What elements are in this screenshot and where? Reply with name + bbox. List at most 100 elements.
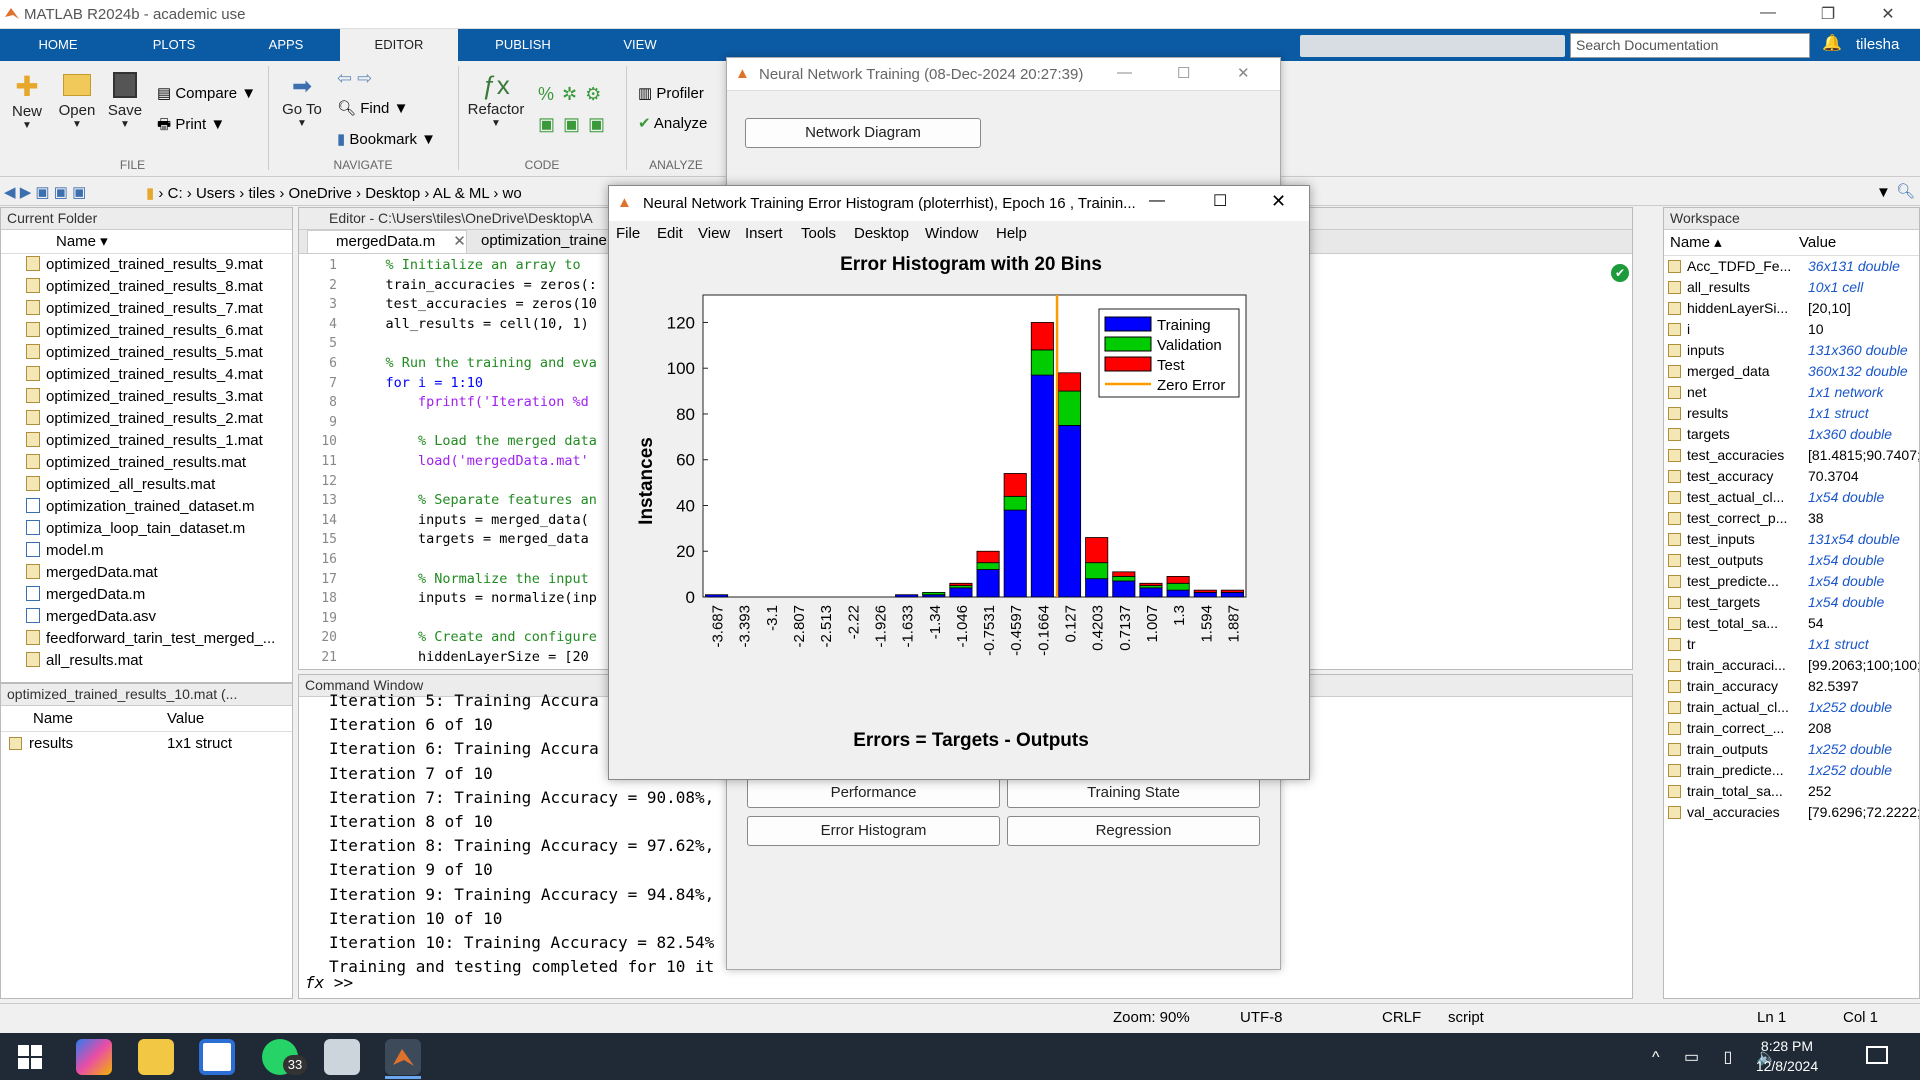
command-prompt[interactable]: fx >> (305, 973, 354, 992)
bell-icon[interactable]: 🔔 (1822, 35, 1842, 52)
tab-apps[interactable]: APPS (268, 37, 304, 52)
file-list-item[interactable]: optimized_trained_results_6.mat (1, 320, 292, 342)
file-explorer-icon[interactable] (138, 1039, 174, 1075)
workspace-variable[interactable]: test_total_sa... 54 (1664, 613, 1919, 634)
menu-window[interactable]: Window (925, 225, 979, 242)
nav-arrows-icon[interactable]: ◀ ▶ ▣ ▣ ▣ (4, 184, 87, 201)
file-list-item[interactable]: optimized_trained_results_1.mat (1, 430, 292, 452)
workspace-variable[interactable]: train_predicte... 1x252 double (1664, 760, 1919, 781)
command-output[interactable]: Iteration 5: Training Accura Iteration 6 … (299, 689, 1632, 979)
menu-tools[interactable]: Tools (801, 225, 837, 242)
refactor-button[interactable]: ƒx Refactor ▼ (464, 70, 528, 129)
tab-plots[interactable]: PLOTS (152, 37, 196, 52)
code-line[interactable]: 17 % Normalize the input (299, 570, 1632, 590)
clock[interactable]: 8:28 PM 12/8/2024 (1755, 1038, 1819, 1074)
code-line[interactable]: 13 % Separate features an (299, 491, 1632, 511)
tab-publish[interactable]: PUBLISH (495, 37, 551, 52)
network-diagram-button[interactable]: Network Diagram (745, 118, 981, 148)
tab-home[interactable]: HOME (38, 37, 78, 52)
code-line[interactable]: 8 fprintf('Iteration %d (299, 393, 1632, 413)
file-list-item[interactable]: feedforward_tarin_test_merged_... (1, 628, 292, 650)
analyze-button[interactable]: ✔ Analyze (638, 115, 708, 132)
code-line[interactable]: 15 targets = merged_data (299, 530, 1632, 550)
file-list-item[interactable]: optimized_trained_results_5.mat (1, 342, 292, 364)
file-list-item[interactable]: mergedData.asv (1, 606, 292, 628)
code-line[interactable]: 2 train_accuracies = zeros(: (299, 276, 1632, 296)
close-icon[interactable]: ✕ (1237, 65, 1250, 82)
code-line[interactable]: 7 for i = 1:10 (299, 374, 1632, 394)
search-folder-icon[interactable]: 🔍︎ (1896, 183, 1916, 200)
workspace-variable[interactable]: test_correct_p... 38 (1664, 508, 1919, 529)
code-line[interactable]: 1 % Initialize an array to (299, 256, 1632, 276)
file-list-item[interactable]: model.m (1, 540, 292, 562)
tab-mergeddata[interactable]: mergedData.m ✕ (307, 230, 467, 254)
code-line[interactable]: 5 (299, 334, 1632, 354)
workspace-variable[interactable]: train_actual_cl... 1x252 double (1664, 697, 1919, 718)
new-button[interactable]: ✚ New ▼ (6, 70, 48, 131)
workspace-variable[interactable]: results 1x1 struct (1664, 403, 1919, 424)
search-documentation-input[interactable]: Search Documentation (1570, 33, 1810, 58)
performance-button[interactable]: Performance (747, 778, 1000, 808)
code-line[interactable]: 12 (299, 472, 1632, 492)
minimize-icon[interactable]: — (1149, 192, 1165, 209)
system-tray-icons[interactable]: ^ ▭ ▯ 🔈 (1652, 1049, 1787, 1066)
bookmark-button[interactable]: ▮ Bookmark ▼ (337, 131, 436, 148)
code-line[interactable]: 19 (299, 609, 1632, 629)
tab-optimization[interactable]: optimization_traine (481, 232, 607, 249)
code-line[interactable]: 16 (299, 550, 1632, 570)
quick-access-toolbar[interactable] (1300, 35, 1565, 57)
workspace-variable[interactable]: test_targets 1x54 double (1664, 592, 1919, 613)
code-line[interactable]: 3 test_accuracies = zeros(10 (299, 295, 1632, 315)
code-editor[interactable]: 1 % Initialize an array to 2 train_accura… (299, 254, 1632, 667)
file-list-item[interactable]: optimized_trained_results_4.mat (1, 364, 292, 386)
goto-button[interactable]: ➡ Go To ▼ (276, 72, 328, 129)
workspace-variable[interactable]: test_actual_cl... 1x54 double (1664, 487, 1919, 508)
file-list-item[interactable]: optimiza_loop_tain_dataset.m (1, 518, 292, 540)
user-menu[interactable]: tilesha (1856, 36, 1900, 53)
workspace-variable[interactable]: inputs 131x360 double (1664, 340, 1919, 361)
close-icon[interactable]: ✕ (1881, 6, 1895, 23)
close-tab-icon[interactable]: ✕ (453, 233, 466, 250)
file-list-item[interactable]: optimized_trained_results_7.mat (1, 298, 292, 320)
file-list-item[interactable]: optimized_trained_results_2.mat (1, 408, 292, 430)
file-list-item[interactable]: mergedData.m (1, 584, 292, 606)
notifications-icon[interactable] (1866, 1046, 1888, 1064)
workspace-variable[interactable]: test_outputs 1x54 double (1664, 550, 1919, 571)
file-list-item[interactable]: optimization_trained_dataset.m (1, 496, 292, 518)
print-button[interactable]: 🖶 Print ▼ (157, 116, 226, 133)
workspace-variable[interactable]: i 10 (1664, 319, 1919, 340)
menu-desktop[interactable]: Desktop (854, 225, 910, 242)
workspace-variable[interactable]: targets 1x360 double (1664, 424, 1919, 445)
menu-file[interactable]: File (616, 225, 641, 242)
back-forward-icon[interactable]: ⇦ ⇨ (337, 68, 373, 88)
calculator-icon[interactable] (324, 1039, 360, 1075)
minimize-icon[interactable]: — (1760, 4, 1776, 21)
file-list-item[interactable]: optimized_trained_results_9.mat (1, 254, 292, 276)
error-histogram-button[interactable]: Error Histogram (747, 816, 1000, 846)
workspace-variable[interactable]: all_results 10x1 cell (1664, 277, 1919, 298)
code-line[interactable]: 11 load('mergedData.mat' (299, 452, 1632, 472)
code-line[interactable]: 14 inputs = merged_data( (299, 511, 1632, 531)
tab-view[interactable]: VIEW (623, 37, 657, 52)
tab-editor[interactable]: EDITOR (340, 29, 458, 61)
training-state-button[interactable]: Training State (1007, 778, 1260, 808)
open-button[interactable]: Open ▼ (54, 70, 100, 130)
file-list-item[interactable]: optimized_all_results.mat (1, 474, 292, 496)
menu-edit[interactable]: Edit (657, 225, 683, 242)
windows-start-icon[interactable] (18, 1045, 42, 1069)
workspace-variable[interactable]: net 1x1 network (1664, 382, 1919, 403)
save-button[interactable]: Save ▼ (104, 70, 146, 130)
code-line[interactable]: 4 all_results = cell(10, 1) (299, 315, 1632, 335)
menu-insert[interactable]: Insert (745, 225, 783, 242)
details-row[interactable]: results 1x1 struct (1, 732, 292, 756)
workspace-variable[interactable]: hiddenLayerSi... [20,10] (1664, 298, 1919, 319)
code-line[interactable]: 21 hiddenLayerSize = [20 (299, 648, 1632, 668)
compare-button[interactable]: ▤ Compare ▼ (157, 85, 257, 102)
code-line[interactable]: 9 (299, 413, 1632, 433)
column-header-name[interactable]: Name ▾ (1, 230, 292, 254)
indent-tools-icons[interactable]: ▣▣▣ (538, 114, 614, 134)
store-icon[interactable] (199, 1039, 235, 1075)
maximize-icon[interactable]: ☐ (1177, 65, 1191, 82)
workspace-variable[interactable]: test_accuracy 70.3704 (1664, 466, 1919, 487)
maximize-icon[interactable]: ☐ (1213, 193, 1228, 210)
